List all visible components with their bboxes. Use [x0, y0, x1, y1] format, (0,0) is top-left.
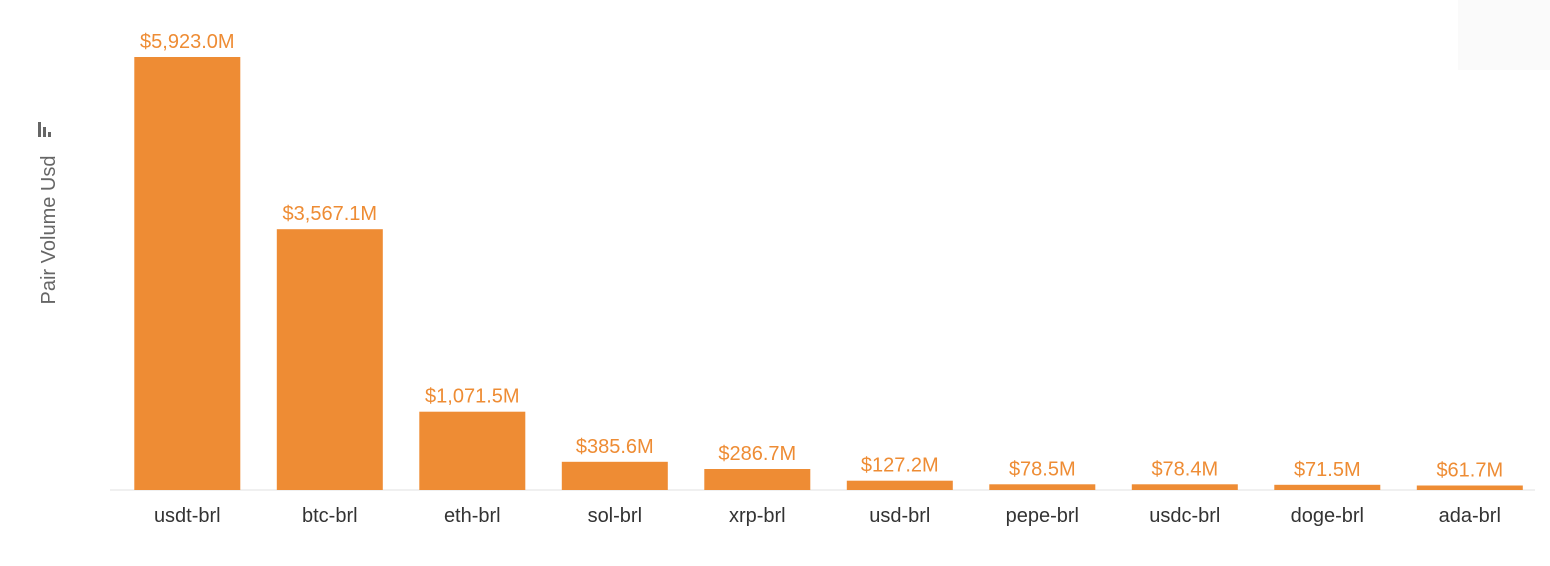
- bar-eth-brl[interactable]: [419, 411, 526, 490]
- data-label-usdc-brl: $78.4M: [1151, 458, 1218, 480]
- y-axis-title: Pair Volume Usd: [38, 156, 60, 305]
- bar-xrp-brl[interactable]: [704, 469, 811, 490]
- data-label-xrp-brl: $286.7M: [718, 443, 796, 465]
- data-label-usd-brl: $127.2M: [861, 455, 939, 477]
- x-tick-label-xrp-brl: xrp-brl: [729, 505, 786, 527]
- sort-bars-icon[interactable]: [38, 122, 51, 137]
- data-label-doge-brl: $71.5M: [1294, 459, 1361, 481]
- x-tick-label-usdc-brl: usdc-brl: [1149, 505, 1220, 527]
- x-tick-label-sol-brl: sol-brl: [588, 505, 642, 527]
- x-tick-label-pepe-brl: pepe-brl: [1006, 505, 1079, 527]
- x-tick-label-doge-brl: doge-brl: [1291, 505, 1364, 527]
- bar-pepe-brl[interactable]: [989, 484, 1096, 490]
- data-label-btc-brl: $3,567.1M: [283, 203, 378, 225]
- data-label-pepe-brl: $78.5M: [1009, 458, 1076, 480]
- x-tick-label-eth-brl: eth-brl: [444, 505, 501, 527]
- x-tick-label-ada-brl: ada-brl: [1439, 505, 1501, 527]
- data-label-eth-brl: $1,071.5M: [425, 386, 520, 408]
- x-tick-label-btc-brl: btc-brl: [302, 505, 358, 527]
- data-label-ada-brl: $61.7M: [1436, 460, 1503, 482]
- data-label-sol-brl: $385.6M: [576, 436, 654, 458]
- bar-usd-brl[interactable]: [846, 480, 953, 490]
- bar-usdc-brl[interactable]: [1131, 484, 1238, 490]
- bar-doge-brl[interactable]: [1274, 484, 1381, 490]
- x-tick-label-usdt-brl: usdt-brl: [154, 505, 221, 527]
- bar-btc-brl[interactable]: [276, 229, 383, 490]
- bar-sol-brl[interactable]: [561, 461, 668, 490]
- toolbar-placeholder: [1458, 0, 1550, 70]
- bar-usdt-brl[interactable]: [134, 57, 241, 490]
- x-tick-label-usd-brl: usd-brl: [869, 505, 930, 527]
- bar-ada-brl[interactable]: [1416, 485, 1523, 491]
- data-label-usdt-brl: $5,923.0M: [140, 31, 235, 53]
